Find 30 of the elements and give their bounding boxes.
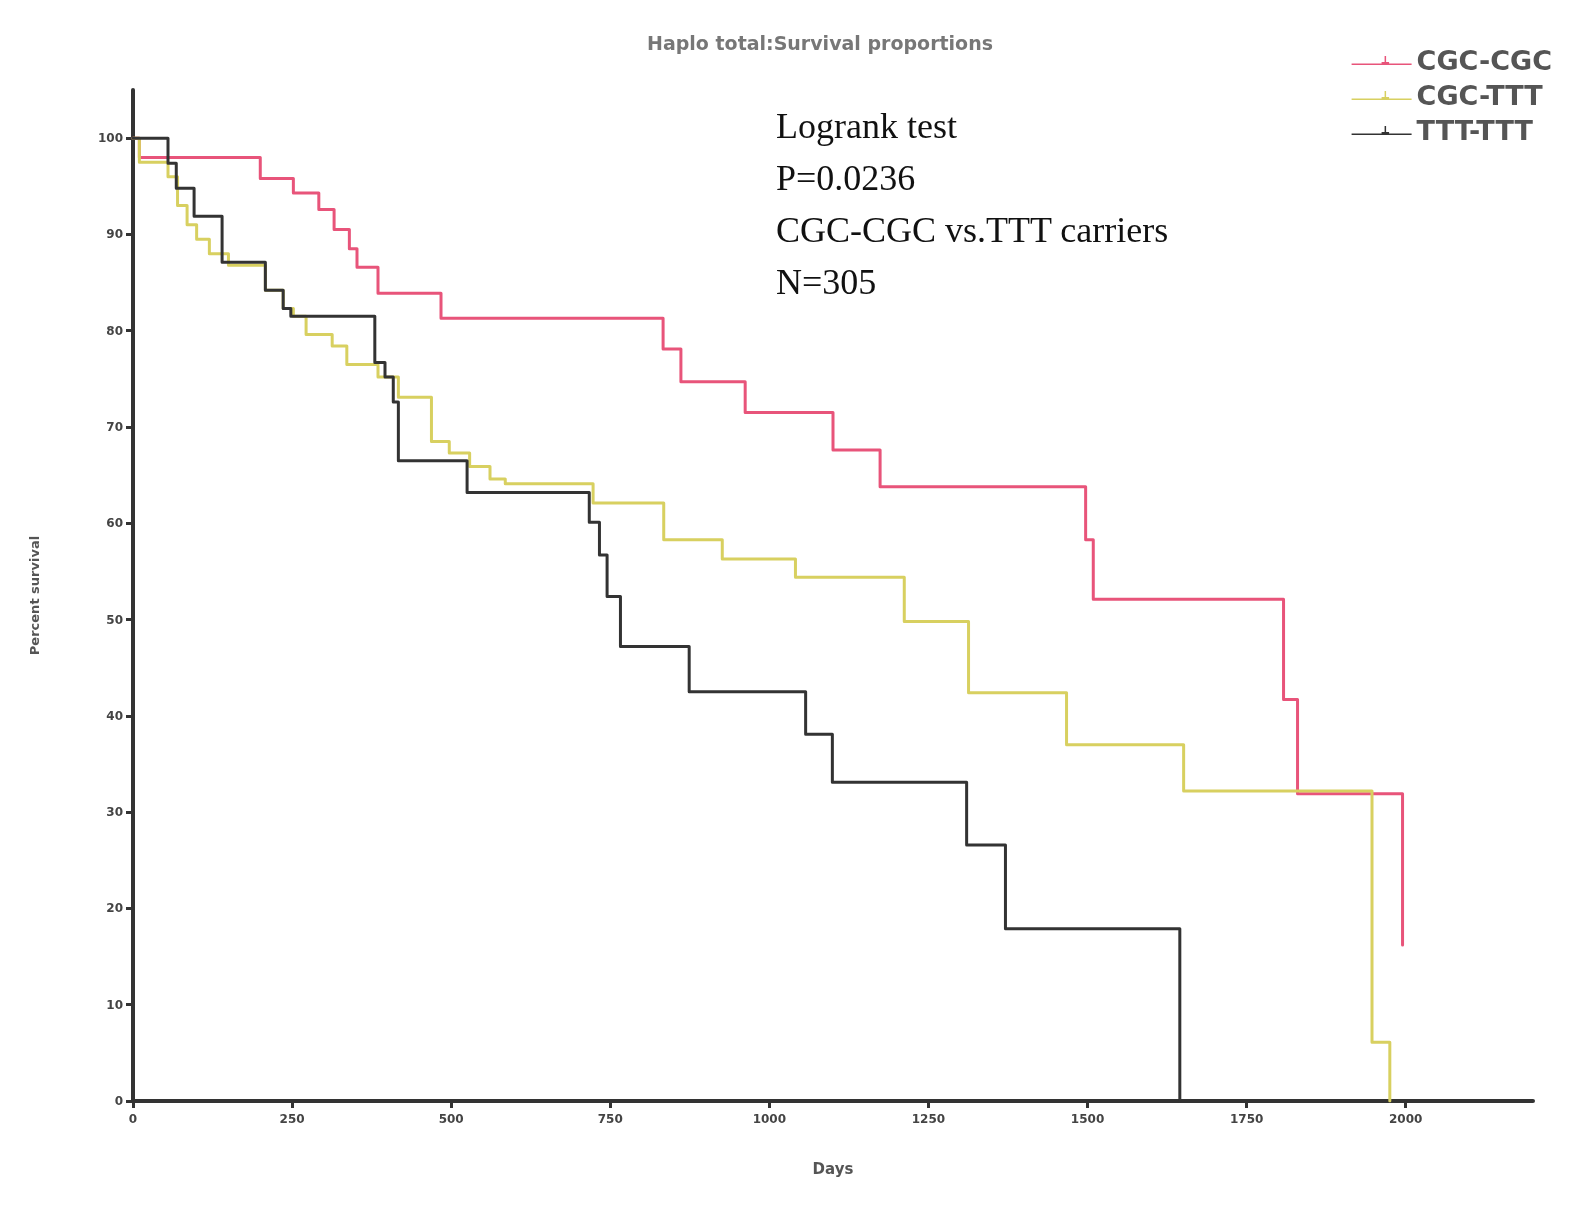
y-tick-label: 90 <box>106 227 123 242</box>
y-tick-label: 10 <box>106 997 123 1012</box>
y-tick-label: 100 <box>97 131 123 146</box>
x-tick-label: 1000 <box>752 1112 787 1126</box>
annotation: CGC-CGC vs.TTT carriers <box>776 210 1169 250</box>
annotation: P=0.0236 <box>776 158 916 198</box>
x-tick-label: 500 <box>438 1112 464 1126</box>
y-tick-label: 70 <box>106 420 123 434</box>
x-tick-label: 2000 <box>1389 1112 1423 1126</box>
legend-label: CGC-TTT <box>1416 80 1544 111</box>
y-axis-title: Percent survival <box>27 535 42 656</box>
y-tick-label: 0 <box>114 1094 123 1108</box>
x-tick-label: 0 <box>128 1112 138 1126</box>
x-axis-title: Days <box>812 1159 854 1178</box>
y-tick-label: 30 <box>106 805 123 820</box>
x-tick-label: 750 <box>597 1112 623 1126</box>
x-tick-label: 1750 <box>1229 1112 1264 1126</box>
y-tick-label: 40 <box>106 708 123 723</box>
chart-title: Haplo total:Survival proportions <box>647 31 993 54</box>
annotation: N=305 <box>776 262 877 302</box>
x-tick-label: 1500 <box>1070 1112 1105 1126</box>
legend-label: CGC-CGC <box>1416 45 1553 76</box>
x-tick-label: 250 <box>279 1112 305 1126</box>
y-tick-label: 20 <box>106 901 123 916</box>
y-tick-label: 60 <box>106 516 123 531</box>
y-tick-label: 80 <box>106 323 123 338</box>
x-tick-label: 1250 <box>911 1112 946 1126</box>
legend-label: TTT-TTT <box>1416 115 1534 146</box>
annotation: Logrank test <box>776 106 957 146</box>
y-tick-label: 50 <box>106 612 123 627</box>
